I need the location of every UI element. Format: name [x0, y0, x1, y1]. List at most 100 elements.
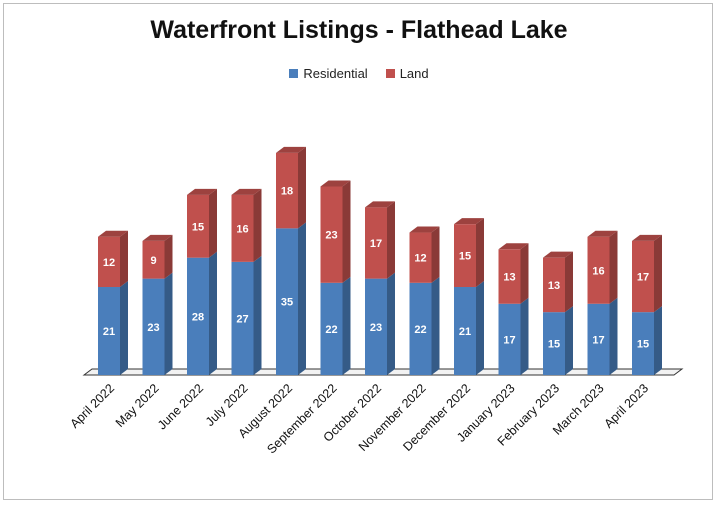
bar-top-land-12 — [632, 234, 662, 241]
bar-land-9 — [498, 249, 521, 304]
bar-side-land-11 — [609, 230, 618, 304]
bar-land-11 — [587, 236, 610, 304]
data-label-land-5: 23 — [325, 230, 337, 242]
bar-top-land-2 — [187, 188, 217, 195]
bar-top-land-11 — [587, 230, 618, 237]
data-label-land-8: 15 — [459, 251, 471, 263]
bar-land-6 — [365, 207, 387, 279]
data-label-land-6: 17 — [370, 238, 382, 250]
bar-side-residential-6 — [387, 272, 395, 375]
data-label-residential-11: 17 — [592, 334, 604, 346]
data-label-residential-6: 23 — [370, 322, 382, 334]
data-label-land-9: 13 — [503, 272, 515, 284]
bar-top-land-8 — [454, 218, 484, 225]
bar-residential-5 — [320, 282, 343, 375]
bar-residential-11 — [587, 303, 610, 375]
bar-residential-3 — [231, 261, 254, 375]
data-label-residential-2: 28 — [192, 311, 204, 323]
bar-land-3 — [231, 194, 254, 262]
bar-land-10 — [543, 257, 565, 313]
data-label-land-12: 17 — [637, 272, 649, 284]
bar-land-12 — [632, 240, 654, 313]
bar-residential-12 — [632, 312, 654, 375]
bar-side-land-2 — [209, 188, 217, 258]
bar-side-land-4 — [298, 146, 306, 229]
bar-side-residential-8 — [476, 281, 484, 375]
bar-side-residential-2 — [209, 251, 217, 375]
bar-side-residential-3 — [253, 255, 262, 375]
bar-top-land-10 — [543, 251, 573, 258]
data-label-land-0: 12 — [103, 257, 115, 269]
bar-land-4 — [276, 152, 298, 229]
data-label-residential-8: 21 — [459, 326, 471, 338]
bar-top-land-9 — [498, 243, 529, 250]
legend-item-residential: Residential — [289, 66, 368, 81]
data-label-residential-3: 27 — [236, 313, 248, 325]
bar-land-8 — [454, 224, 476, 288]
data-label-land-1: 9 — [150, 255, 156, 267]
bar-side-land-12 — [654, 234, 662, 313]
bar-side-land-5 — [342, 180, 351, 283]
bar-top-land-0 — [98, 230, 128, 237]
bar-residential-7 — [409, 282, 432, 375]
legend-swatch-land — [385, 69, 395, 78]
bar-residential-8 — [454, 287, 476, 375]
bar-land-1 — [142, 240, 165, 279]
bar-side-land-8 — [476, 218, 484, 288]
bar-top-land-5 — [320, 180, 351, 187]
data-label-land-7: 12 — [414, 253, 426, 265]
data-label-land-2: 15 — [192, 221, 204, 233]
data-label-residential-4: 35 — [281, 297, 293, 309]
bar-side-residential-5 — [342, 276, 351, 375]
chart-title: Waterfront Listings - Flathead Lake — [150, 16, 568, 44]
bar-side-residential-4 — [298, 222, 306, 375]
bar-side-residential-1 — [164, 272, 173, 375]
bar-side-land-1 — [164, 234, 173, 279]
data-label-residential-10: 15 — [548, 339, 560, 351]
bar-residential-1 — [142, 278, 165, 375]
bar-residential-4 — [276, 228, 298, 375]
data-label-residential-7: 22 — [414, 324, 426, 336]
bar-side-residential-10 — [565, 306, 573, 375]
legend-label-land: Land — [399, 66, 429, 81]
bar-top-land-1 — [142, 234, 173, 241]
chart-legend: Residential Land — [0, 66, 718, 81]
bar-residential-10 — [543, 312, 565, 375]
data-label-residential-12: 15 — [637, 339, 649, 351]
bar-side-land-10 — [565, 251, 573, 313]
bar-land-5 — [320, 186, 343, 283]
legend-label-residential: Residential — [303, 66, 368, 81]
bar-land-2 — [187, 194, 209, 258]
bar-side-residential-11 — [609, 297, 618, 375]
data-label-land-4: 18 — [281, 186, 293, 198]
bar-side-land-3 — [253, 188, 262, 262]
bar-top-land-6 — [365, 201, 395, 208]
data-label-residential-5: 22 — [325, 324, 337, 336]
bar-side-residential-7 — [431, 276, 440, 375]
bar-residential-9 — [498, 303, 521, 375]
bar-side-residential-9 — [520, 297, 529, 375]
legend-swatch-residential — [289, 69, 299, 78]
bar-side-land-6 — [387, 201, 395, 279]
data-label-residential-1: 23 — [147, 322, 159, 334]
x-tick-label-12: April 2023 — [601, 381, 651, 431]
data-label-residential-9: 17 — [503, 334, 515, 346]
data-label-land-3: 16 — [236, 223, 248, 235]
bar-land-7 — [409, 232, 432, 283]
data-label-residential-0: 21 — [103, 326, 115, 338]
bar-side-land-0 — [120, 230, 128, 288]
bar-residential-2 — [187, 257, 209, 375]
bar-side-land-9 — [520, 243, 529, 304]
legend-item-land: Land — [385, 66, 429, 81]
bar-side-residential-12 — [654, 306, 662, 375]
bar-residential-0 — [98, 287, 120, 375]
bar-top-land-7 — [409, 226, 440, 233]
bar-side-land-7 — [431, 226, 440, 283]
bar-residential-6 — [365, 278, 387, 375]
data-label-land-11: 16 — [592, 265, 604, 277]
x-tick-label-0: April 2022 — [67, 381, 117, 431]
bar-side-residential-0 — [120, 281, 128, 375]
bar-top-land-4 — [276, 146, 306, 153]
bar-top-land-3 — [231, 188, 262, 195]
